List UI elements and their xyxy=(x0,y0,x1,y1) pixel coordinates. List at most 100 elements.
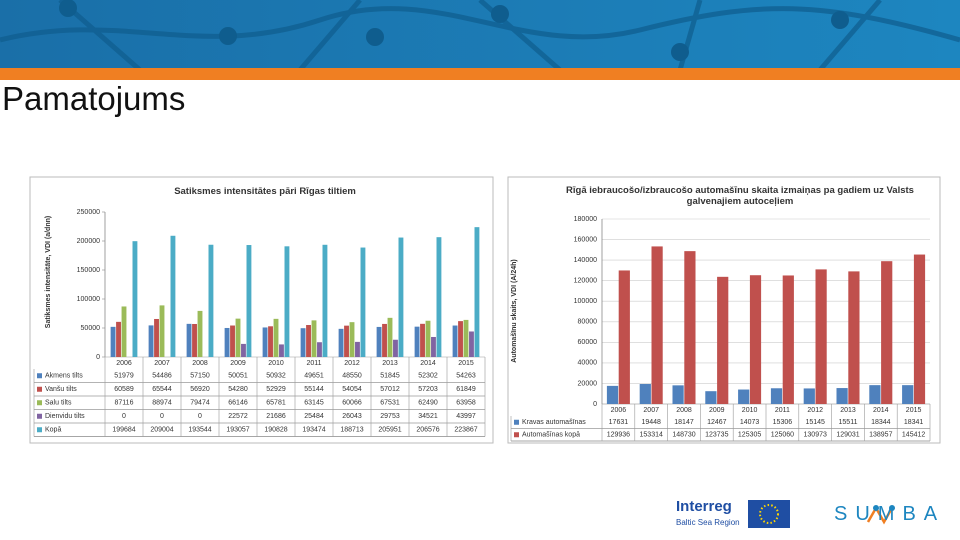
y-tick-label: 0 xyxy=(96,354,100,361)
bar xyxy=(431,336,436,357)
table-value: 51979 xyxy=(114,373,134,380)
bar xyxy=(235,318,241,357)
table-value: 199684 xyxy=(112,427,135,434)
bar xyxy=(420,323,425,357)
table-value: 14073 xyxy=(740,419,760,426)
bar xyxy=(186,323,192,357)
bar xyxy=(436,237,442,357)
table-value: 57203 xyxy=(418,386,438,393)
table-value: 193057 xyxy=(226,427,249,434)
bar xyxy=(639,384,651,404)
bar xyxy=(241,343,246,357)
table-value: 43997 xyxy=(456,413,476,420)
y-tick-label: 50000 xyxy=(81,325,101,332)
table-value: 54054 xyxy=(342,386,362,393)
bar xyxy=(170,235,176,357)
table-value: 18341 xyxy=(904,419,924,426)
bar xyxy=(398,237,404,357)
bar xyxy=(705,391,717,404)
x-tick-label: 2010 xyxy=(742,407,758,414)
bar xyxy=(902,385,914,404)
bar xyxy=(425,320,431,357)
legend-label: Automašīnas kopā xyxy=(522,432,580,439)
x-tick-label: 2012 xyxy=(807,407,823,414)
x-tick-label: 2014 xyxy=(873,407,889,414)
table-value: 52302 xyxy=(418,373,438,380)
eu-flag xyxy=(748,500,790,528)
bar xyxy=(848,271,860,404)
bar xyxy=(154,318,159,357)
table-value: 60589 xyxy=(114,386,134,393)
bar xyxy=(116,321,121,357)
bar xyxy=(262,327,268,357)
table-value: 148730 xyxy=(672,432,695,439)
table-value: 29753 xyxy=(380,413,400,420)
bar xyxy=(717,276,729,404)
legend-label: Kravas automašīnas xyxy=(522,419,586,426)
slide-title: Pamatojums xyxy=(2,80,186,117)
bar xyxy=(159,305,165,357)
table-value: 129031 xyxy=(836,432,859,439)
bar xyxy=(463,319,469,357)
bar xyxy=(192,323,197,357)
bar xyxy=(317,342,322,357)
table-value: 153314 xyxy=(640,432,663,439)
legend-label: Dienvidu tilts xyxy=(45,413,85,420)
table-value: 50932 xyxy=(266,373,286,380)
legend-key xyxy=(37,373,42,379)
y-tick-label: 200000 xyxy=(77,238,100,245)
bar xyxy=(836,388,848,404)
y-tick-label: 60000 xyxy=(578,339,598,346)
bar xyxy=(606,385,619,404)
bar xyxy=(246,245,252,357)
bar xyxy=(360,247,366,357)
logo-project: SUMBA xyxy=(834,503,946,525)
table-value: 193544 xyxy=(188,427,211,434)
x-tick-label: 2008 xyxy=(676,407,692,414)
x-tick-label: 2011 xyxy=(775,407,790,414)
x-tick-label: 2013 xyxy=(840,407,856,414)
x-tick-label: 2006 xyxy=(611,407,627,414)
bar xyxy=(208,244,214,357)
logo-program: Interreg xyxy=(676,498,732,515)
table-value: 125305 xyxy=(738,432,761,439)
bar xyxy=(387,317,393,357)
x-tick-label: 2006 xyxy=(116,360,132,367)
table-value: 138957 xyxy=(869,432,892,439)
bar xyxy=(224,327,230,357)
legend-key xyxy=(37,413,42,419)
x-tick-label: 2011 xyxy=(306,360,321,367)
sumba-icon xyxy=(866,505,895,525)
table-value: 209004 xyxy=(150,427,173,434)
table-value: 129936 xyxy=(607,432,630,439)
bar xyxy=(770,388,783,404)
table-value: 79474 xyxy=(190,400,210,407)
bar xyxy=(393,339,398,357)
table-value: 51845 xyxy=(380,373,400,380)
table-value: 66146 xyxy=(228,400,248,407)
x-tick-label: 2013 xyxy=(382,360,398,367)
bar xyxy=(132,241,138,357)
legend-key xyxy=(37,400,42,406)
table-value: 57150 xyxy=(190,373,210,380)
table-value: 65544 xyxy=(152,386,172,393)
table-value: 223867 xyxy=(454,427,477,434)
table-value: 193474 xyxy=(302,427,325,434)
table-value: 54263 xyxy=(456,373,476,380)
bar xyxy=(458,321,463,357)
table-value: 26043 xyxy=(342,413,362,420)
table-value: 0 xyxy=(160,413,164,420)
bar xyxy=(338,328,344,357)
table-value: 125060 xyxy=(771,432,794,439)
legend-label: Akmens tilts xyxy=(45,373,83,380)
bar xyxy=(311,320,317,357)
table-value: 88974 xyxy=(152,400,172,407)
table-value: 0 xyxy=(198,413,202,420)
bar xyxy=(230,325,235,357)
table-value: 56920 xyxy=(190,386,210,393)
bar xyxy=(913,254,926,404)
chart-title: Satiksmes intensitātes pāri Rīgas tiltie… xyxy=(174,186,356,197)
legend-key xyxy=(37,386,42,392)
bar xyxy=(881,261,893,404)
y-tick-label: 120000 xyxy=(574,278,597,285)
